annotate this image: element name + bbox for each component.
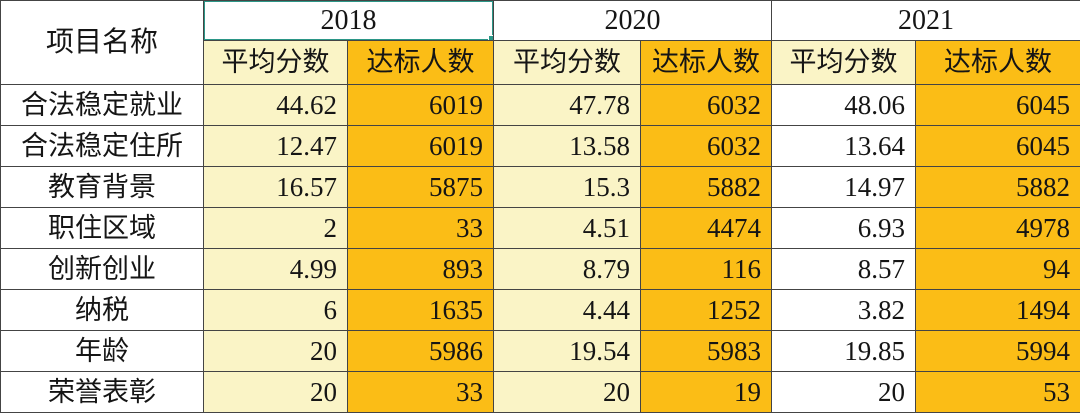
score-cell[interactable]: 14.97 <box>771 166 916 208</box>
count-cell[interactable]: 6032 <box>640 125 772 167</box>
table-row: 创新创业 4.99 893 8.79 116 8.57 94 <box>0 248 1080 290</box>
count-cell[interactable]: 5983 <box>640 330 772 372</box>
count-cell[interactable]: 5875 <box>347 166 494 208</box>
score-cell[interactable]: 16.57 <box>203 166 348 208</box>
score-cell[interactable]: 8.79 <box>493 248 641 290</box>
table-row: 纳税 6 1635 4.44 1252 3.82 1494 <box>0 289 1080 331</box>
score-cell[interactable]: 4.99 <box>203 248 348 290</box>
subheader-avg-score-2021[interactable]: 平均分数 <box>771 40 916 85</box>
fill-handle[interactable] <box>488 35 493 40</box>
count-cell[interactable]: 5994 <box>915 330 1080 372</box>
year-header-row: 项目名称 2018 2020 2021 <box>0 0 1080 85</box>
score-cell[interactable]: 12.47 <box>203 125 348 167</box>
project-name-cell[interactable]: 教育背景 <box>0 166 204 208</box>
project-name-cell[interactable]: 年龄 <box>0 330 204 372</box>
table-row: 年龄 20 5986 19.54 5983 19.85 5994 <box>0 330 1080 372</box>
score-cell[interactable]: 47.78 <box>493 84 641 126</box>
year-cell-2018[interactable]: 2018 <box>203 0 494 41</box>
project-name-cell[interactable]: 纳税 <box>0 289 204 331</box>
project-name-cell[interactable]: 创新创业 <box>0 248 204 290</box>
score-cell[interactable]: 6 <box>203 289 348 331</box>
subheader-avg-score-2020[interactable]: 平均分数 <box>493 40 641 85</box>
count-cell[interactable]: 6019 <box>347 84 494 126</box>
count-cell[interactable]: 5882 <box>640 166 772 208</box>
count-cell[interactable]: 1252 <box>640 289 772 331</box>
table-row: 荣誉表彰 20 33 20 19 20 53 <box>0 371 1080 413</box>
score-cell[interactable]: 15.3 <box>493 166 641 208</box>
score-cell[interactable]: 4.44 <box>493 289 641 331</box>
score-cell[interactable]: 2 <box>203 207 348 249</box>
count-cell[interactable]: 1494 <box>915 289 1080 331</box>
table-row: 职住区域 2 33 4.51 4474 6.93 4978 <box>0 207 1080 249</box>
subheader-row: 平均分数 达标人数 平均分数 达标人数 平均分数 达标人数 <box>1 40 1080 85</box>
year-label-2018: 2018 <box>320 4 377 36</box>
count-cell[interactable]: 6032 <box>640 84 772 126</box>
count-cell[interactable]: 893 <box>347 248 494 290</box>
project-name-cell[interactable]: 荣誉表彰 <box>0 371 204 413</box>
count-cell[interactable]: 6045 <box>915 84 1080 126</box>
score-cell[interactable]: 6.93 <box>771 207 916 249</box>
score-cell[interactable]: 13.58 <box>493 125 641 167</box>
score-cell[interactable]: 13.64 <box>771 125 916 167</box>
score-cell[interactable]: 8.57 <box>771 248 916 290</box>
score-cell[interactable]: 19.85 <box>771 330 916 372</box>
project-name-cell[interactable]: 合法稳定就业 <box>0 84 204 126</box>
count-cell[interactable]: 5986 <box>347 330 494 372</box>
count-cell[interactable]: 116 <box>640 248 772 290</box>
corner-cell-project-name[interactable]: 项目名称 <box>0 0 204 85</box>
count-cell[interactable]: 6045 <box>915 125 1080 167</box>
project-name-cell[interactable]: 合法稳定住所 <box>0 125 204 167</box>
count-cell[interactable]: 53 <box>915 371 1080 413</box>
score-cell[interactable]: 20 <box>203 330 348 372</box>
score-cell[interactable]: 20 <box>203 371 348 413</box>
score-cell[interactable]: 20 <box>771 371 916 413</box>
score-cell[interactable]: 44.62 <box>203 84 348 126</box>
table-row: 合法稳定住所 12.47 6019 13.58 6032 13.64 6045 <box>0 125 1080 167</box>
count-cell[interactable]: 4978 <box>915 207 1080 249</box>
score-cell[interactable]: 4.51 <box>493 207 641 249</box>
subheader-avg-score-2018[interactable]: 平均分数 <box>203 40 348 85</box>
count-cell[interactable]: 19 <box>640 371 772 413</box>
count-cell[interactable]: 33 <box>347 371 494 413</box>
table-row: 合法稳定就业 44.62 6019 47.78 6032 48.06 6045 <box>0 84 1080 126</box>
score-cell[interactable]: 19.54 <box>493 330 641 372</box>
count-cell[interactable]: 5882 <box>915 166 1080 208</box>
table-row: 教育背景 16.57 5875 15.3 5882 14.97 5882 <box>0 166 1080 208</box>
project-name-cell[interactable]: 职住区域 <box>0 207 204 249</box>
count-cell[interactable]: 94 <box>915 248 1080 290</box>
subheader-qualified-count-2018[interactable]: 达标人数 <box>347 40 494 85</box>
year-cell-2020[interactable]: 2020 <box>493 0 772 41</box>
count-cell[interactable]: 1635 <box>347 289 494 331</box>
year-cell-2021[interactable]: 2021 <box>771 0 1080 41</box>
count-cell[interactable]: 33 <box>347 207 494 249</box>
count-cell[interactable]: 4474 <box>640 207 772 249</box>
subheader-qualified-count-2020[interactable]: 达标人数 <box>640 40 772 85</box>
count-cell[interactable]: 6019 <box>347 125 494 167</box>
score-cell[interactable]: 20 <box>493 371 641 413</box>
score-cell[interactable]: 3.82 <box>771 289 916 331</box>
score-cell[interactable]: 48.06 <box>771 84 916 126</box>
subheader-qualified-count-2021[interactable]: 达标人数 <box>915 40 1080 85</box>
